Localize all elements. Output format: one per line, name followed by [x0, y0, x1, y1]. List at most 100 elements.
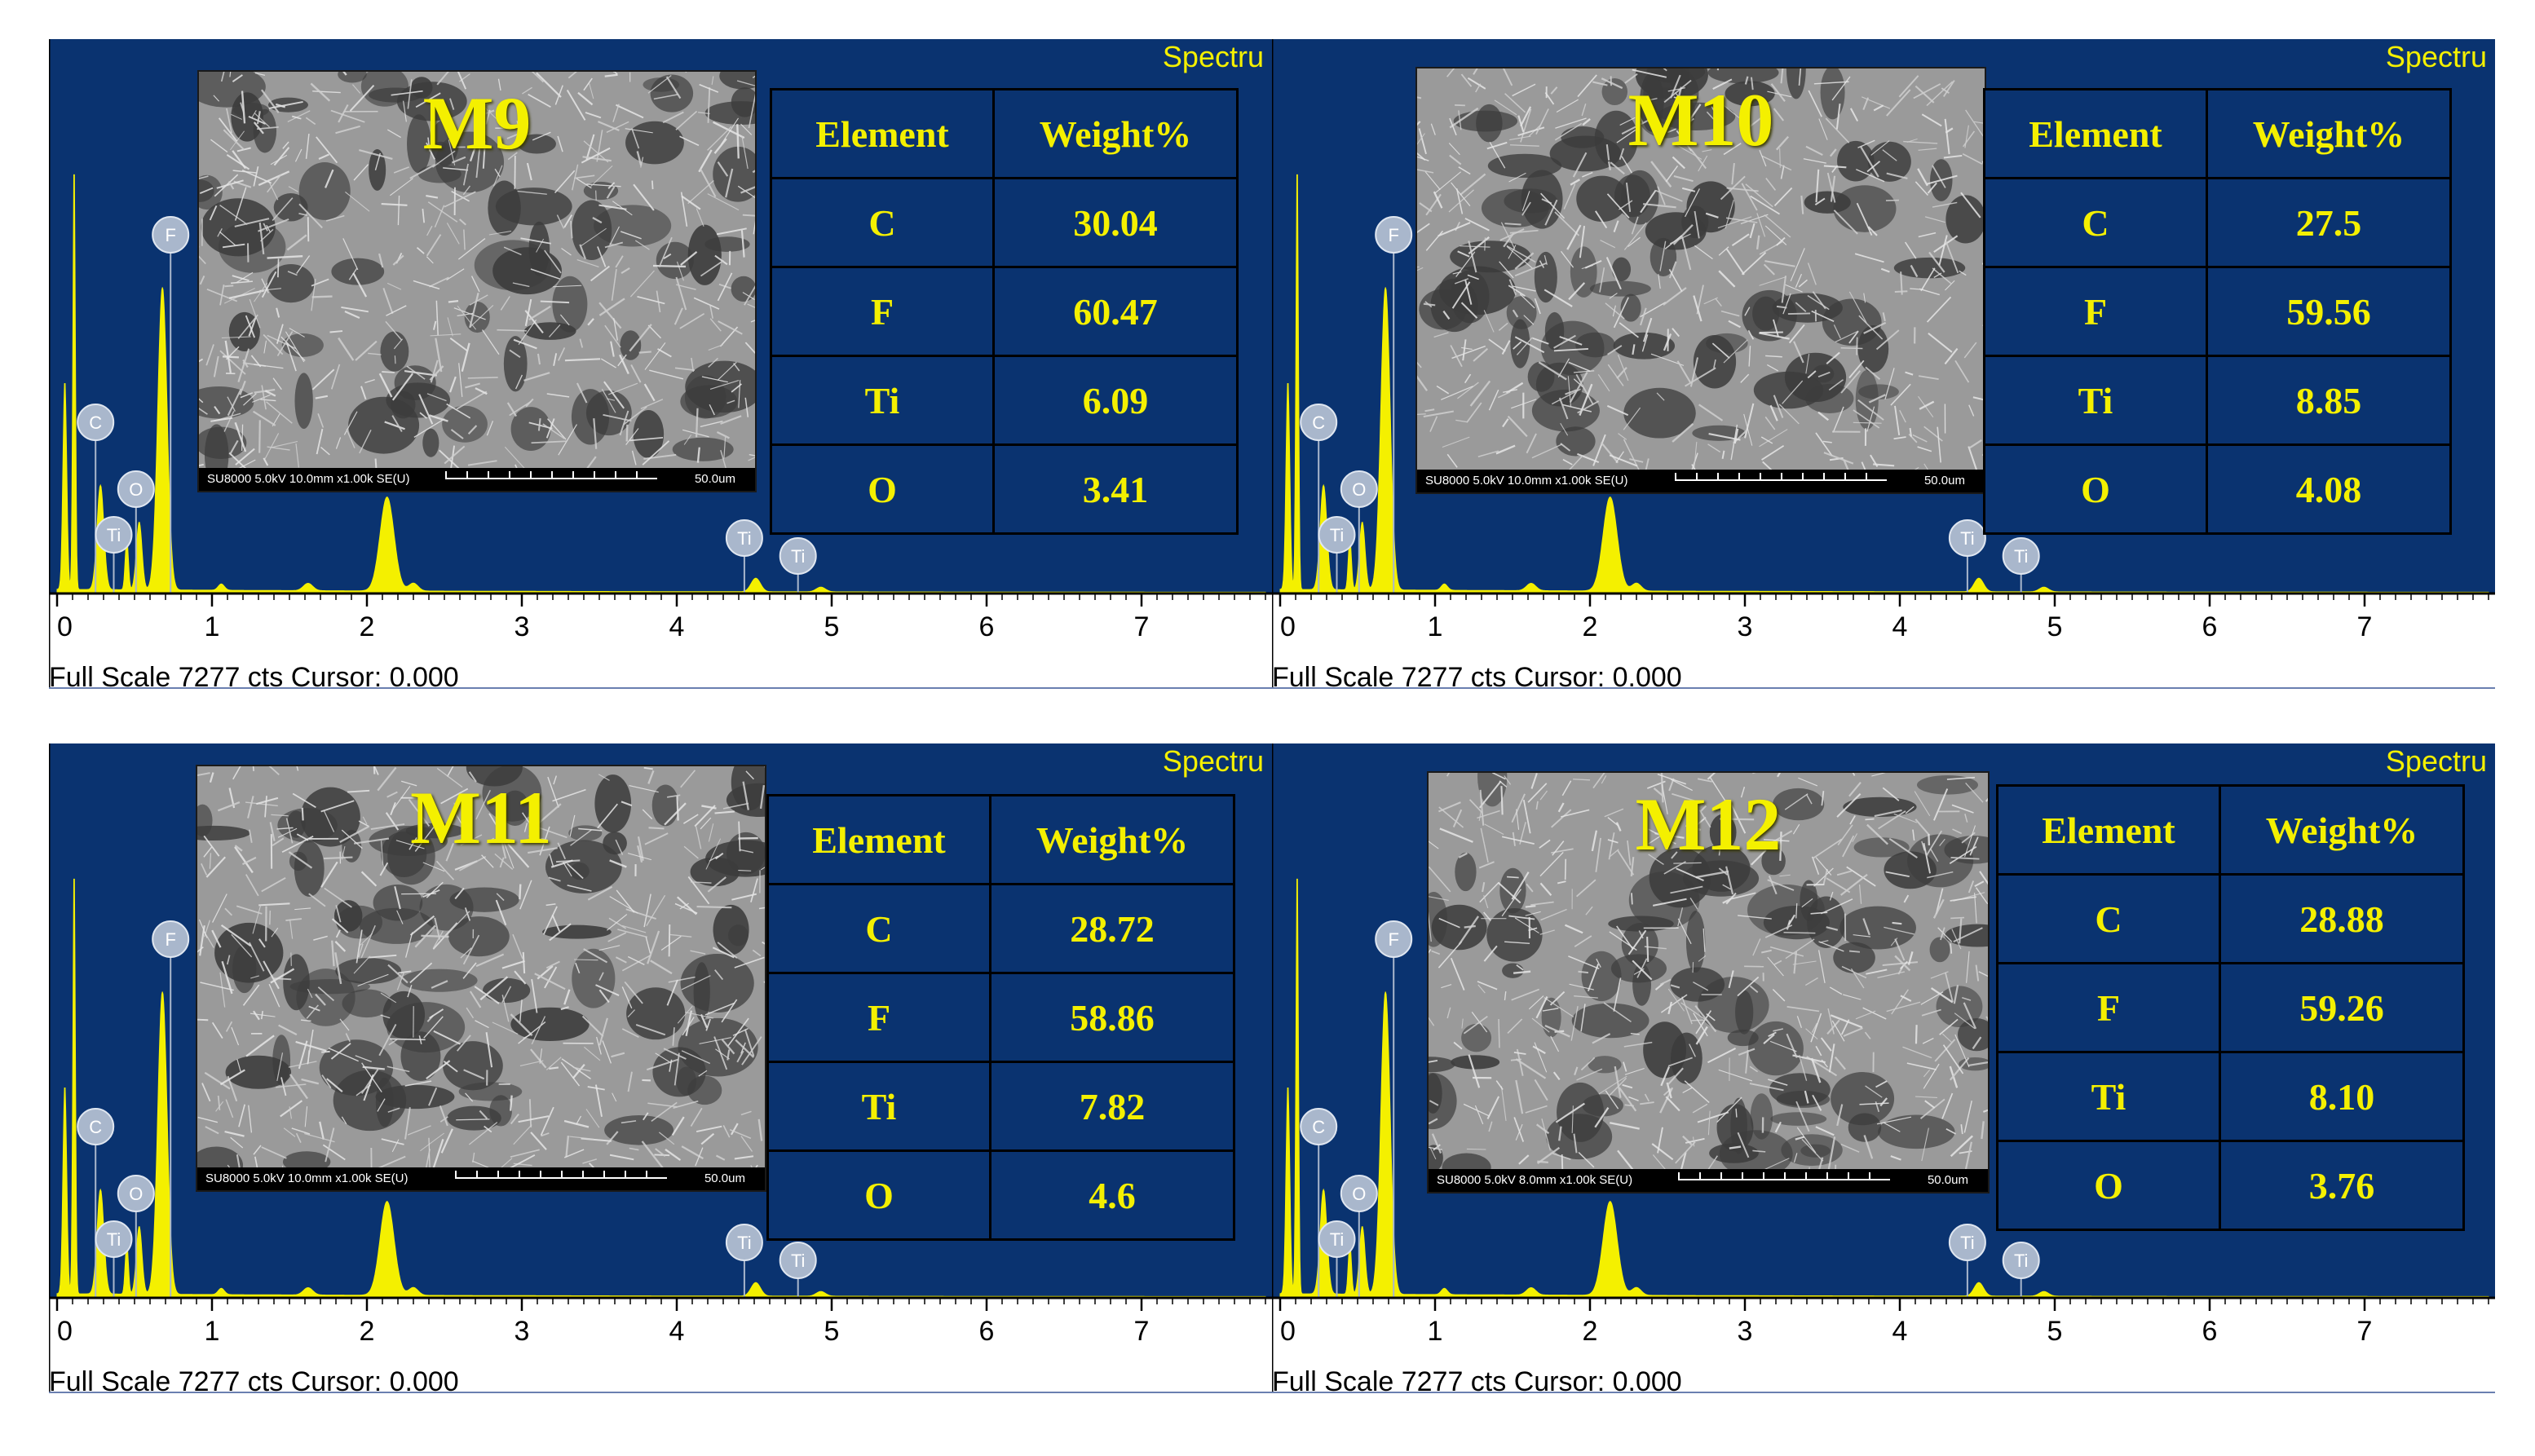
svg-text:O: O: [1352, 479, 1366, 500]
x-tick-label: 3: [515, 1316, 530, 1347]
element-cell: C: [766, 883, 991, 974]
svg-text:Ti: Ti: [107, 525, 121, 545]
weight-cell: 60.47: [992, 266, 1239, 357]
x-tick-label: 7: [2357, 611, 2373, 642]
x-tick-label: 2: [1583, 1316, 1598, 1347]
peak-marker-f: F: [152, 216, 190, 593]
table-header-row: Element Weight%: [766, 794, 1235, 885]
x-tick-label: 5: [824, 1316, 840, 1347]
table-row: O 3.41: [770, 443, 1239, 535]
svg-text:F: F: [1388, 225, 1398, 245]
table-header-row: Element Weight%: [770, 88, 1239, 179]
sem-info-text: SU8000 5.0kV 8.0mm x1.00k SE(U): [1437, 1173, 1633, 1187]
sem-info-bar: SU8000 5.0kV 10.0mm x1.00k SE(U) 50.0um: [1417, 470, 1985, 492]
table-row: F 60.47: [770, 266, 1239, 357]
peak-marker-f: F: [1375, 216, 1413, 593]
svg-text:F: F: [1388, 929, 1398, 950]
peak-marker-o: O: [1340, 1175, 1378, 1298]
eds-panel-m11: C O Ti F Ti Ti Spectru 0 1 2 3 4 5 6 7 Full Scale 7277 …: [49, 743, 1272, 1412]
sem-scale-text: 50.0um: [704, 1171, 745, 1185]
weight-cell: 27.5: [2206, 177, 2452, 268]
table-row: C 30.04: [770, 177, 1239, 268]
sem-image-m10: M10 SU8000 5.0kV 10.0mm x1.00k SE(U) 50.0u…: [1415, 67, 1986, 494]
peak-marker-ti: Ti: [779, 1242, 817, 1298]
peak-marker-ti: Ti: [1318, 1220, 1356, 1298]
svg-text:Ti: Ti: [107, 1229, 121, 1250]
x-tick-label: 3: [515, 611, 530, 642]
svg-text:Ti: Ti: [1960, 1233, 1975, 1253]
x-tick-label: 2: [1583, 611, 1598, 642]
element-cell: C: [1996, 873, 2221, 964]
col-header-element: Element: [766, 794, 991, 885]
svg-text:Ti: Ti: [1960, 528, 1975, 549]
svg-text:O: O: [1352, 1184, 1366, 1204]
weight-cell: 58.86: [989, 972, 1235, 1063]
peak-marker-c: C: [1300, 1108, 1338, 1298]
spectrum-label: Spectru: [1163, 744, 1264, 778]
peak-marker-ti: Ti: [725, 519, 763, 593]
sem-scale-text: 50.0um: [1923, 474, 1965, 488]
sem-info-bar: SU8000 5.0kV 10.0mm x1.00k SE(U) 50.0um: [197, 1167, 765, 1190]
weight-cell: 8.85: [2206, 355, 2452, 446]
x-tick-label: 2: [360, 1316, 375, 1347]
table-row: O 3.76: [1996, 1140, 2465, 1231]
weight-cell: 8.10: [2219, 1051, 2465, 1142]
svg-text:Ti: Ti: [1330, 525, 1345, 545]
sem-info-bar: SU8000 5.0kV 10.0mm x1.00k SE(U) 50.0um: [199, 468, 755, 491]
eds-panel-m12: C O Ti F Ti Ti Spectru 0 1 2 3 4 5 6 7 Full Scale 7277 …: [1272, 743, 2495, 1412]
col-header-element: Element: [1996, 784, 2221, 876]
table-row: O 4.08: [1983, 443, 2452, 535]
svg-text:F: F: [165, 225, 175, 245]
weight-cell: 7.82: [989, 1061, 1235, 1152]
spectrum-trace: [1279, 878, 2489, 1299]
element-cell: F: [1996, 962, 2221, 1053]
svg-text:Ti: Ti: [737, 1233, 752, 1253]
col-header-element: Element: [1983, 88, 2208, 179]
weight-cell: 28.72: [989, 883, 1235, 974]
x-tick-label: 0: [1280, 611, 1296, 642]
peak-marker-c: C: [77, 404, 115, 593]
table-row: Ti 7.82: [766, 1061, 1235, 1152]
peak-marker-c: C: [1300, 404, 1338, 593]
sample-label: M11: [410, 776, 552, 859]
eds-panel-m10: C O Ti F Ti Ti Spectru 0 1 2 3 4 5 6 7 Full Scale 7277 …: [1272, 39, 2495, 708]
peak-marker-f: F: [1375, 920, 1413, 1298]
scale-bar-ticks: [1678, 1172, 1890, 1180]
svg-text:Ti: Ti: [791, 546, 806, 567]
element-table: Element Weight% C 28.72 F 58.86 Ti 7.82 O 4.6: [766, 794, 1235, 1241]
element-cell: O: [1983, 443, 2208, 535]
full-scale-readout: Full Scale 7277 cts Cursor: 0.000: [49, 662, 459, 693]
element-cell: Ti: [770, 355, 995, 446]
element-cell: Ti: [1983, 355, 2208, 446]
sem-scale-text: 50.0um: [1927, 1173, 1968, 1187]
sem-scale-text: 50.0um: [694, 472, 735, 486]
x-tick-label: 1: [205, 611, 220, 642]
x-tick-label: 7: [1134, 1316, 1150, 1347]
x-tick-label: 0: [1280, 1316, 1296, 1347]
element-cell: O: [770, 443, 995, 535]
x-tick-label: 7: [2357, 1316, 2373, 1347]
x-tick-label: 4: [669, 1316, 685, 1347]
svg-text:C: C: [89, 1117, 102, 1137]
spectrum-trace: [56, 878, 1266, 1299]
spectrum-trace: [56, 174, 1266, 594]
scale-bar-ticks: [455, 1171, 667, 1179]
element-cell: O: [1996, 1140, 2221, 1231]
x-tick-label: 6: [2202, 1316, 2218, 1347]
x-tick-label: 5: [824, 611, 840, 642]
sem-info-text: SU8000 5.0kV 10.0mm x1.00k SE(U): [207, 472, 410, 486]
x-tick-label: 3: [1738, 611, 1753, 642]
sem-image-m9: M9 SU8000 5.0kV 10.0mm x1.00k SE(U) 50.0um: [197, 70, 757, 492]
svg-text:Ti: Ti: [2014, 546, 2029, 567]
element-cell: Ti: [766, 1061, 991, 1152]
svg-text:Ti: Ti: [1330, 1229, 1345, 1250]
svg-text:Ti: Ti: [791, 1251, 806, 1271]
x-tick-label: 2: [360, 611, 375, 642]
svg-text:O: O: [129, 479, 143, 500]
peak-marker-ti: Ti: [95, 516, 133, 593]
peak-marker-o: O: [1340, 470, 1378, 593]
table-row: O 4.6: [766, 1149, 1235, 1241]
weight-cell: 4.6: [989, 1149, 1235, 1241]
x-tick-label: 0: [57, 611, 73, 642]
scale-bar-ticks: [1675, 473, 1887, 481]
